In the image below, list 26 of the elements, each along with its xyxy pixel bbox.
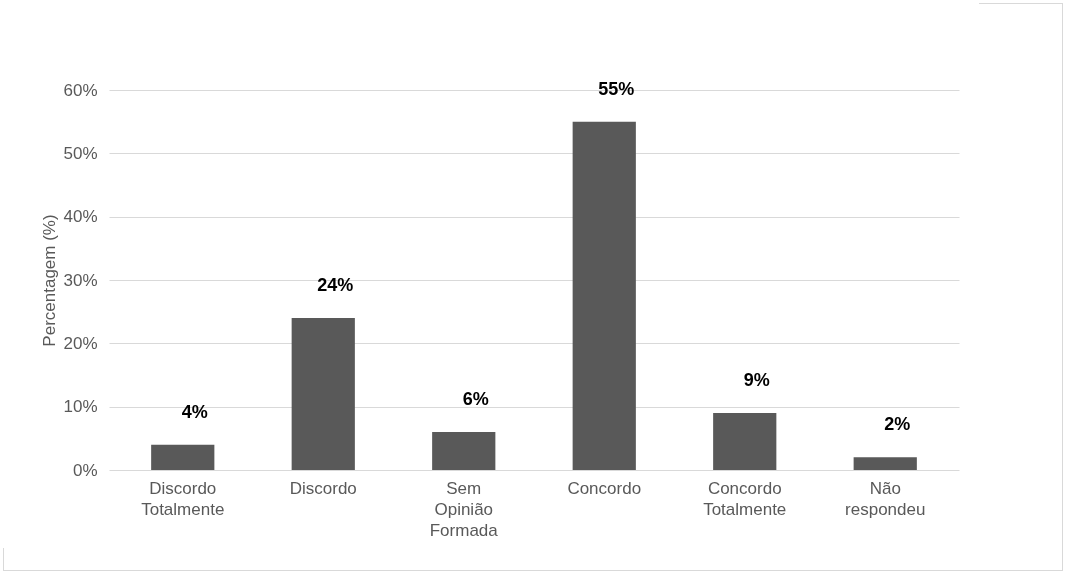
x-tick-label: Não respondeu xyxy=(845,478,926,519)
y-tick-label: 50% xyxy=(63,143,98,163)
bar xyxy=(151,444,215,470)
data-label: 4% xyxy=(181,401,208,422)
x-tick-label: Sem Opinião Formada xyxy=(429,478,499,540)
y-tick-label: 20% xyxy=(63,333,98,353)
y-tick-label: 30% xyxy=(63,270,98,290)
bar xyxy=(432,432,496,470)
y-tick-label: 0% xyxy=(72,460,98,480)
data-label: 24% xyxy=(317,275,354,295)
data-label: 2% xyxy=(884,414,911,435)
bar xyxy=(853,457,917,470)
y-tick-label: 40% xyxy=(63,207,98,227)
y-tick-label: 60% xyxy=(63,80,98,100)
y-axis-title: Percentagem (%) xyxy=(40,214,60,347)
x-tick-label: Concordo Totalmente xyxy=(703,478,787,519)
x-tick-label: Discordo Totalmente xyxy=(141,478,225,519)
data-label: 9% xyxy=(743,370,770,390)
y-tick-label: 10% xyxy=(63,397,98,417)
bar xyxy=(572,121,636,470)
x-tick-label: Concordo xyxy=(567,478,642,498)
bar xyxy=(713,413,777,470)
bar xyxy=(291,318,355,470)
data-label: 6% xyxy=(462,389,489,409)
x-tick-label: Discordo xyxy=(289,478,357,498)
data-label: 55% xyxy=(598,78,635,99)
